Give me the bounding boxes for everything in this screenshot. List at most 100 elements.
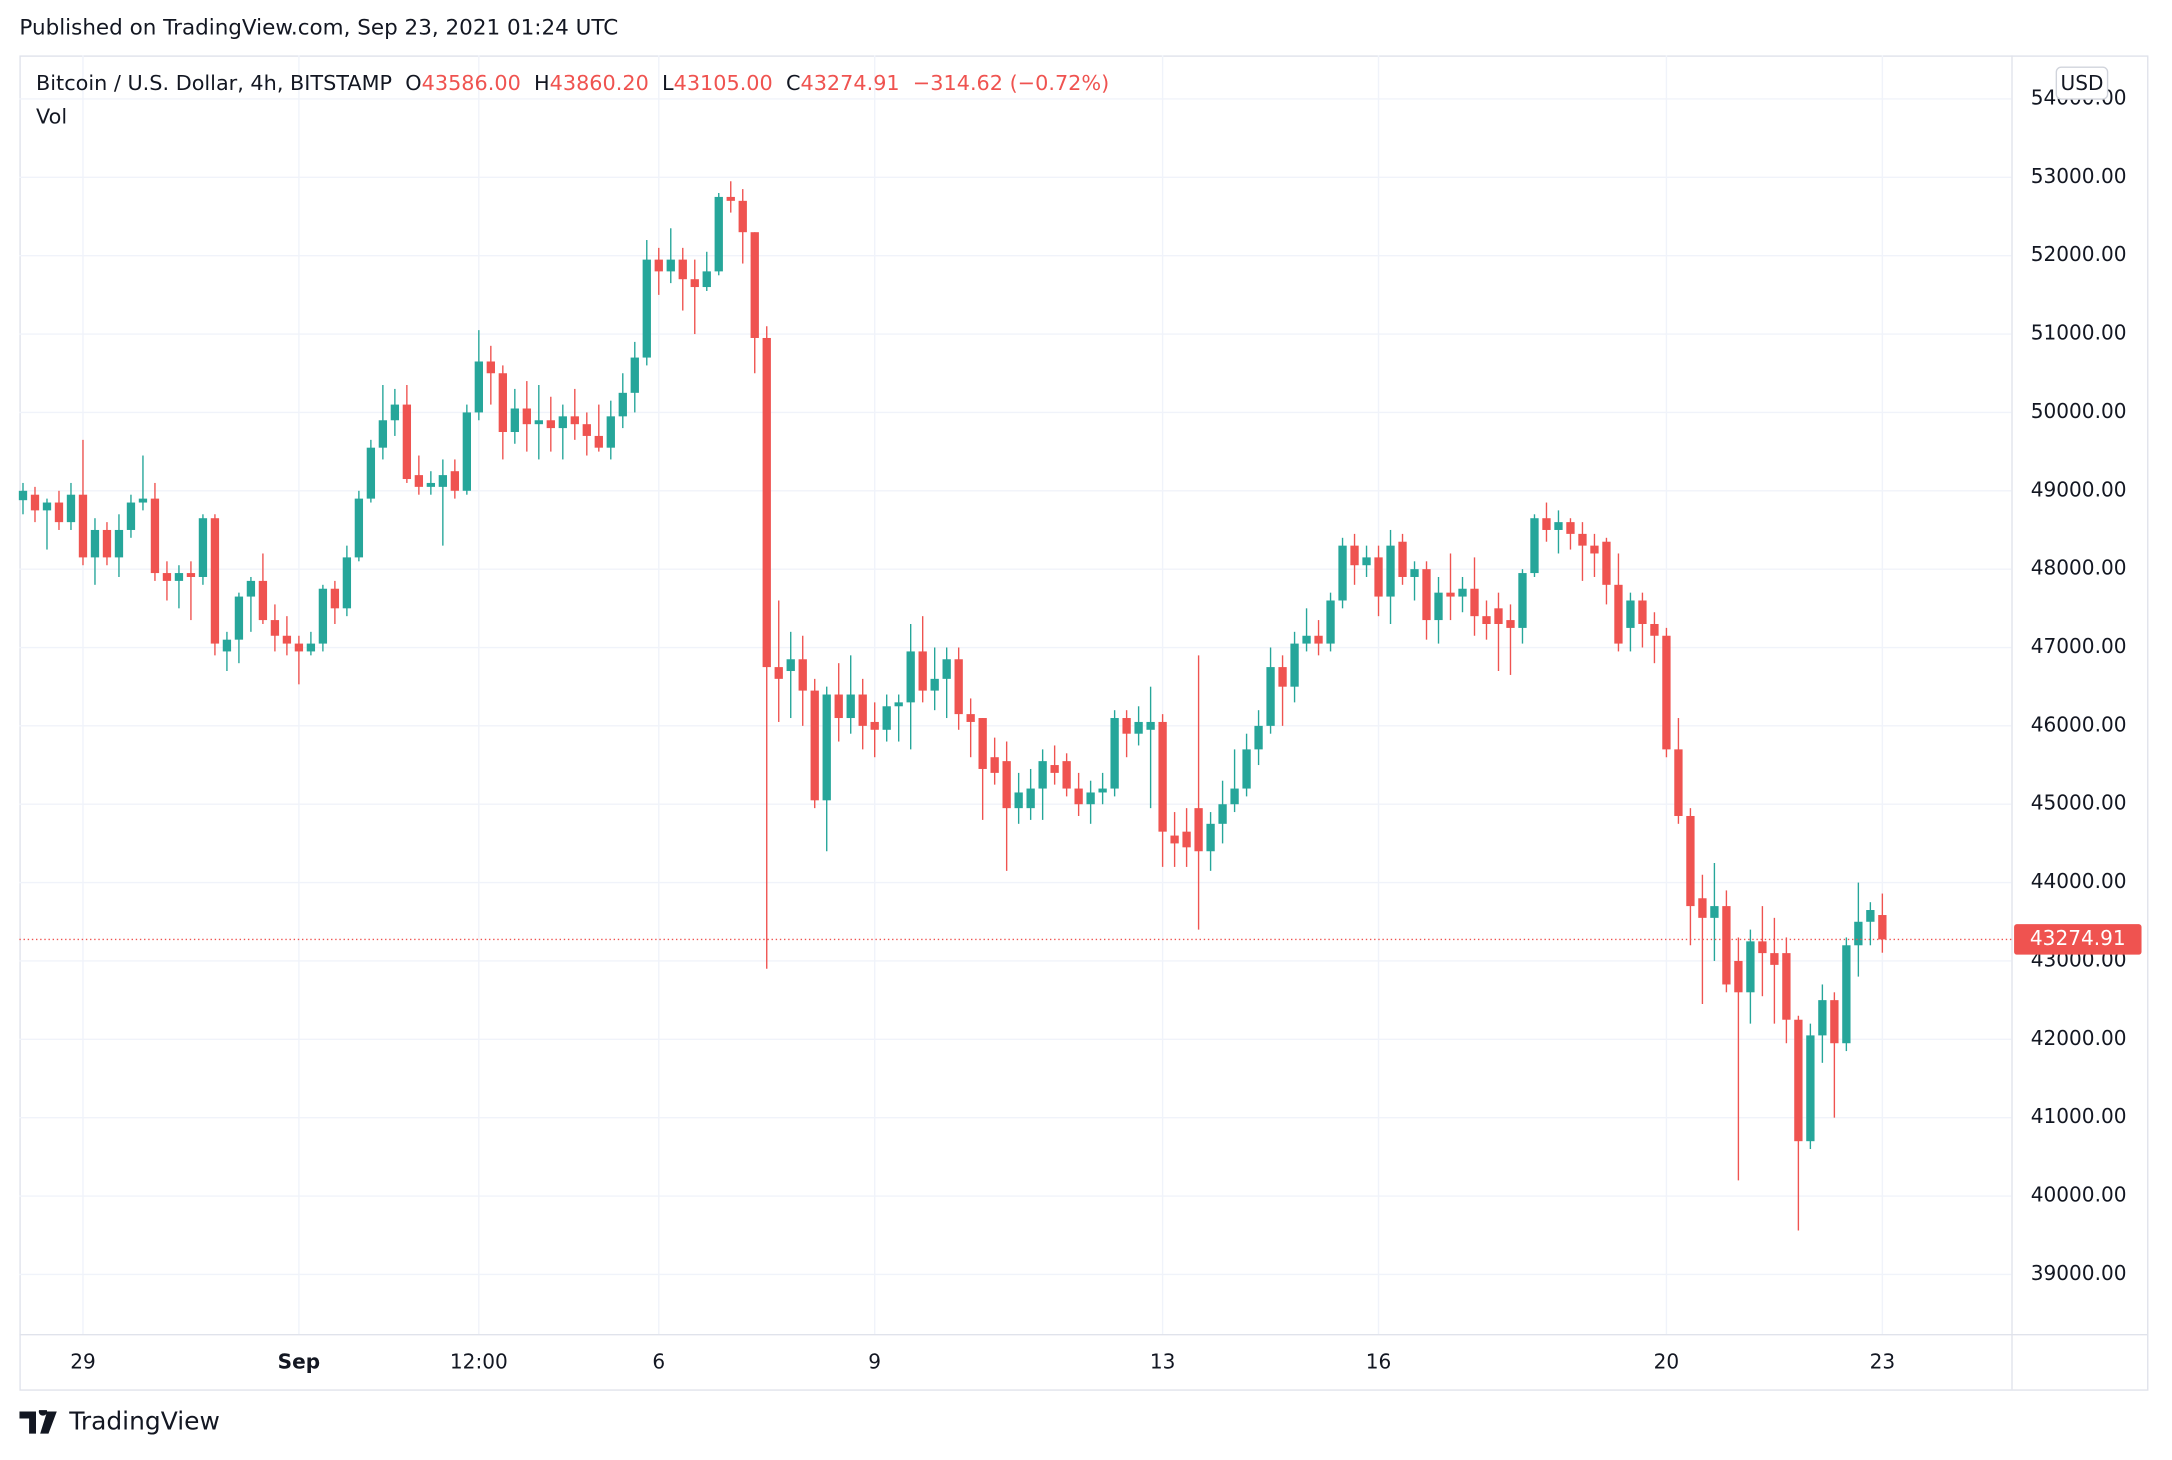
- candle-body: [1530, 518, 1539, 574]
- candle-body: [762, 337, 771, 668]
- candle-body: [1638, 600, 1647, 624]
- candle-body: [114, 529, 124, 558]
- candle-body: [54, 502, 64, 523]
- candle-body: [1218, 804, 1227, 824]
- candle-body: [1410, 569, 1419, 577]
- candle-body: [630, 357, 639, 393]
- candle-body: [1398, 541, 1407, 577]
- candle-body: [198, 518, 208, 577]
- candle-body: [714, 196, 723, 272]
- candle-body: [1314, 635, 1323, 644]
- candle-body: [858, 694, 867, 726]
- candle-body: [1686, 815, 1695, 907]
- x-tick-label: 16: [1366, 1350, 1392, 1374]
- candle-body: [1170, 835, 1179, 844]
- candle-body: [582, 424, 591, 436]
- candle-body: [138, 498, 148, 503]
- candle-body: [402, 404, 412, 480]
- candle-body: [1842, 945, 1851, 1044]
- candle-body: [606, 416, 615, 448]
- candle-body: [1122, 718, 1131, 734]
- candle-body: [366, 447, 376, 499]
- candle-body: [1086, 792, 1095, 805]
- currency-button[interactable]: USD: [2055, 66, 2109, 100]
- legend-letter: C: [785, 70, 801, 96]
- candle-body: [990, 757, 999, 773]
- x-tick-label: Sep: [278, 1350, 320, 1374]
- published-note: Published on TradingView.com, Sep 23, 20…: [19, 15, 619, 41]
- candle-body: [474, 361, 483, 413]
- legend-value: 43105.00: [673, 70, 773, 96]
- candle-body: [210, 518, 220, 644]
- candle-body: [1566, 522, 1575, 534]
- x-tick-label: 20: [1654, 1350, 1680, 1374]
- candle-body: [1830, 1000, 1839, 1044]
- y-tick-label: 42000.00: [2031, 1026, 2127, 1050]
- y-tick-label: 53000.00: [2031, 164, 2127, 188]
- candle-body: [1098, 788, 1107, 793]
- legend-change-pct: (−0.72%): [1009, 70, 1110, 96]
- candles: [18, 181, 1887, 1231]
- candle-body: [1326, 600, 1335, 644]
- candle-body: [798, 659, 807, 691]
- legend-value: 43274.91: [800, 70, 900, 96]
- candle-body: [834, 694, 843, 719]
- legend-change: −314.62: [912, 70, 1003, 96]
- candle-body: [414, 475, 424, 487]
- candle-body: [1230, 788, 1239, 805]
- candle-body: [270, 620, 280, 636]
- candle-body: [510, 408, 519, 433]
- candle-body: [1038, 761, 1047, 789]
- candle-body: [1446, 592, 1455, 597]
- candle-body: [1602, 541, 1611, 585]
- candle-body: [1722, 906, 1731, 985]
- candle-body: [1422, 569, 1431, 621]
- candle-body: [174, 573, 184, 581]
- candle-body: [918, 651, 927, 691]
- x-tick-label: 29: [70, 1350, 96, 1374]
- candle-body: [1746, 941, 1755, 993]
- candle-body: [978, 718, 987, 769]
- last-price-label: 43274.91: [2030, 926, 2126, 950]
- legend-letter: L: [662, 70, 674, 96]
- candle-body: [1182, 831, 1191, 848]
- candle-body: [774, 667, 783, 679]
- candle-body: [702, 271, 711, 288]
- candle-body: [1614, 584, 1623, 644]
- candle-body: [1794, 1019, 1803, 1142]
- y-tick-label: 49000.00: [2031, 477, 2127, 501]
- candle-body: [1542, 518, 1551, 530]
- y-tick-label: 45000.00: [2031, 791, 2127, 815]
- candle-body: [1194, 808, 1203, 852]
- candle-body: [1878, 915, 1887, 940]
- candle-body: [1782, 953, 1791, 1020]
- candle-body: [810, 690, 819, 801]
- candle-body: [222, 639, 232, 652]
- candle-body: [726, 196, 735, 201]
- candle-body: [1710, 906, 1719, 918]
- candle-body: [558, 416, 567, 429]
- candle-body: [246, 580, 256, 597]
- candle-body: [1362, 557, 1371, 566]
- candle-body: [1290, 643, 1299, 687]
- symbol-title: Bitcoin / U.S. Dollar, 4h, BITSTAMP: [36, 70, 393, 96]
- candle-body: [1146, 721, 1155, 730]
- candle-body: [846, 694, 855, 719]
- candle-body: [186, 573, 196, 577]
- candle-body: [942, 659, 951, 679]
- candle-body: [1482, 616, 1491, 624]
- candle-body: [1662, 635, 1671, 750]
- candle-body: [534, 420, 543, 425]
- candle-body: [30, 494, 40, 511]
- candle-body: [342, 557, 352, 609]
- candle-body: [330, 588, 340, 609]
- candle-body: [1158, 721, 1167, 832]
- x-tick-label: 13: [1150, 1350, 1176, 1374]
- y-tick-label: 47000.00: [2031, 634, 2127, 658]
- candle-body: [1770, 953, 1779, 965]
- brand: TradingView: [19, 1407, 220, 1436]
- candle-body: [234, 596, 244, 640]
- candle-body: [1818, 1000, 1827, 1036]
- y-tick-label: 39000.00: [2031, 1261, 2127, 1285]
